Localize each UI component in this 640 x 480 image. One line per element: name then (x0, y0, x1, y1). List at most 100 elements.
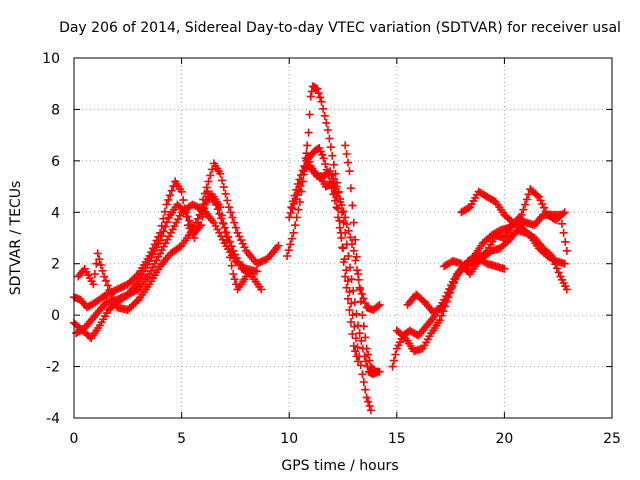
data-point (114, 284, 123, 293)
x-tick-label: 25 (603, 431, 621, 447)
series-arc-10 (388, 254, 509, 371)
data-point (332, 203, 341, 212)
data-point (361, 298, 370, 307)
data-point (358, 370, 367, 379)
data-point (129, 288, 138, 296)
data-point (464, 204, 473, 213)
data-point (260, 256, 269, 265)
data-point (335, 194, 344, 203)
data-point (100, 272, 109, 281)
data-point (122, 291, 131, 300)
data-point (283, 252, 292, 260)
data-point (290, 191, 299, 200)
data-point (327, 171, 336, 179)
data-point (326, 167, 335, 176)
x-tick-label: 20 (495, 431, 513, 447)
data-point (339, 258, 348, 266)
data-point (291, 221, 300, 230)
series-arc-8 (302, 149, 384, 314)
data-point (560, 259, 569, 268)
data-point (533, 191, 542, 200)
data-point (238, 239, 247, 248)
data-point (349, 218, 358, 227)
data-point (437, 311, 446, 320)
data-point (257, 285, 266, 294)
data-point (287, 234, 296, 243)
y-tick-label: 0 (51, 308, 60, 324)
data-point (223, 196, 232, 205)
data-point (354, 357, 363, 366)
data-point (350, 298, 359, 307)
data-point (295, 198, 304, 206)
data-point (132, 297, 141, 306)
data-point (364, 397, 373, 406)
data-point (331, 169, 340, 178)
data-point (195, 210, 204, 219)
data-point (362, 393, 371, 402)
data-point (118, 282, 127, 291)
data-point (444, 289, 453, 298)
data-point (114, 294, 123, 303)
data-point (113, 295, 122, 304)
data-point (240, 243, 249, 252)
data-point (552, 264, 561, 273)
data-point (183, 212, 192, 221)
data-point (303, 141, 312, 150)
data-point (541, 207, 550, 216)
data-point (294, 205, 303, 214)
data-point (298, 166, 307, 175)
data-point (335, 216, 344, 225)
data-point (116, 294, 125, 302)
data-point (352, 252, 361, 261)
data-point (304, 128, 313, 137)
data-point (348, 311, 357, 320)
data-point (105, 285, 114, 294)
data-point (125, 289, 134, 298)
data-point (175, 243, 184, 251)
data-point (240, 263, 249, 272)
data-point (351, 256, 360, 265)
data-point (217, 211, 226, 220)
y-tick-label: 10 (42, 51, 60, 67)
data-point (286, 240, 295, 249)
data-point (437, 303, 446, 312)
data-point (160, 207, 169, 216)
data-point (435, 316, 444, 325)
series-arc-3 (74, 190, 251, 314)
data-point (343, 277, 352, 286)
data-point (348, 201, 357, 210)
x-tick-label: 10 (280, 431, 298, 447)
data-point (161, 222, 170, 231)
data-point (190, 201, 199, 210)
data-point (559, 228, 568, 237)
data-point (293, 180, 302, 188)
data-point (347, 299, 356, 308)
data-point (185, 216, 194, 225)
data-point (302, 149, 311, 158)
data-point (364, 350, 373, 359)
data-point (107, 290, 116, 299)
data-point (305, 157, 314, 166)
data-point (388, 362, 397, 371)
data-point (216, 169, 225, 178)
data-point (557, 219, 566, 228)
data-point (355, 329, 364, 338)
data-point (328, 151, 337, 160)
data-point (258, 257, 267, 266)
data-point (361, 333, 370, 342)
data-point (538, 200, 547, 209)
data-point (193, 203, 202, 212)
data-point (322, 118, 331, 127)
data-point (441, 296, 450, 305)
data-point (303, 153, 312, 162)
data-point (179, 196, 188, 205)
data-point (332, 182, 341, 191)
data-point (235, 232, 244, 241)
data-point (311, 84, 320, 92)
data-point (522, 195, 531, 204)
data-point (500, 264, 509, 273)
data-point (450, 278, 459, 287)
data-point (204, 177, 213, 186)
data-point (216, 203, 225, 212)
data-point (448, 281, 457, 290)
